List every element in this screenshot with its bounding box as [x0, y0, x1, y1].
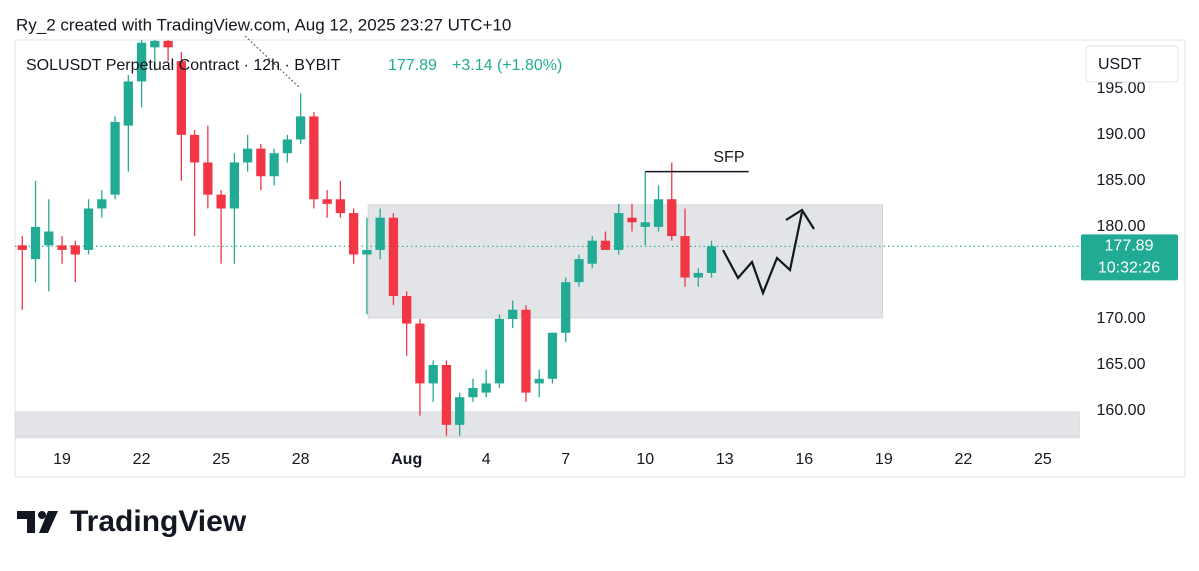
candle-body [30, 226, 41, 260]
y-tick-label: 165.00 [1097, 356, 1146, 373]
candle-body [362, 249, 372, 255]
price-tag [1081, 234, 1178, 281]
candle-body [203, 162, 213, 195]
candle-body [574, 259, 584, 283]
candle-body [295, 116, 306, 140]
logo-mark [39, 511, 58, 533]
sfp-label: SFP [713, 149, 744, 166]
candle-body [521, 309, 531, 393]
candle-body [110, 121, 120, 195]
currency-box[interactable] [1085, 45, 1179, 83]
axes: 160.00165.00170.00175.00180.00185.00190.… [53, 80, 1145, 468]
symbol-title: SOLUSDT Perpetual Contract · 12h · BYBIT [26, 57, 341, 74]
candle-body [481, 383, 491, 393]
candle-body [402, 295, 412, 324]
candle-body [627, 217, 637, 223]
y-tick-label: 195.00 [1097, 80, 1146, 97]
candle-body [547, 332, 558, 379]
candle-body [83, 208, 94, 250]
logo-mark [38, 511, 46, 519]
brand-logo: TradingView [17, 505, 247, 538]
logo-mark [17, 511, 35, 533]
x-tick-label: 16 [795, 451, 813, 468]
candle-body [256, 148, 266, 177]
candle-body [468, 388, 478, 398]
candle-body [561, 282, 571, 333]
projection-arrowhead [785, 208, 815, 230]
y-tick-label: 160.00 [1097, 402, 1146, 419]
header: Ry_2 created with TradingView.com, Aug 1… [16, 15, 511, 34]
candle-body [242, 148, 253, 163]
candle-body [455, 397, 465, 425]
candle-body [494, 318, 505, 384]
candle-body [653, 199, 664, 227]
candle-body [693, 272, 703, 278]
candle-body [428, 364, 438, 384]
header-connector [244, 35, 301, 89]
zone [15, 411, 1080, 438]
candle-body [176, 61, 186, 135]
price-tag-countdown: 10:32:26 [1098, 260, 1160, 277]
candle-body [136, 42, 147, 82]
plot [15, 40, 1080, 436]
candle-body [322, 199, 332, 204]
candle-body [163, 40, 173, 48]
candle-body [534, 378, 544, 384]
x-tick-label: 25 [212, 451, 230, 468]
x-tick-label: 4 [482, 451, 491, 468]
y-tick-label: 170.00 [1097, 310, 1146, 327]
x-tick-label: 22 [133, 451, 151, 468]
y-tick-label: 185.00 [1097, 172, 1146, 189]
candle-body [57, 245, 67, 250]
x-tick-label: 22 [954, 451, 972, 468]
candle-body [375, 217, 385, 250]
candle-body [441, 364, 452, 425]
x-tick-label: 7 [561, 451, 570, 468]
y-tick-label: 180.00 [1097, 218, 1146, 235]
y-tick-label: 190.00 [1097, 126, 1146, 143]
candle-body [229, 162, 240, 209]
brand: TradingView [70, 505, 247, 538]
price: 177.89 [388, 57, 437, 74]
x-tick-label: Aug [391, 451, 422, 468]
candle-body [388, 217, 399, 296]
candle-body [150, 40, 160, 48]
candle-body [614, 213, 624, 250]
candle-body [216, 194, 226, 209]
candle-body [123, 81, 133, 126]
zone [367, 204, 884, 319]
price-change: +3.14 (+1.80%) [452, 57, 562, 74]
candle-body [600, 240, 611, 250]
candle-body [44, 231, 54, 246]
candle-body [335, 199, 346, 214]
candle-body [415, 323, 425, 384]
candle-body [640, 222, 650, 227]
currency[interactable]: USDT [1098, 56, 1142, 73]
candle-body [309, 116, 319, 200]
zones [15, 204, 1080, 438]
candle-body [680, 236, 690, 278]
candle-body [17, 245, 27, 250]
x-tick-label: 28 [292, 451, 310, 468]
x-tick-label: 19 [53, 451, 71, 468]
candle-body [282, 139, 293, 154]
x-tick-label: 13 [716, 451, 734, 468]
candle-body [269, 153, 279, 177]
candle-body [189, 134, 200, 163]
x-tick-label: 25 [1034, 451, 1052, 468]
candle-body [97, 199, 107, 209]
candle-body [667, 199, 677, 237]
x-tick-label: 19 [875, 451, 893, 468]
price-tag-label: 177.89 [1105, 238, 1154, 255]
candle-body [349, 213, 359, 255]
x-tick-label: 10 [636, 451, 654, 468]
candle-body [587, 240, 597, 264]
candle-body [508, 309, 518, 319]
candle-body [70, 245, 80, 255]
projection-path [722, 211, 804, 297]
candle-body [706, 246, 717, 273]
